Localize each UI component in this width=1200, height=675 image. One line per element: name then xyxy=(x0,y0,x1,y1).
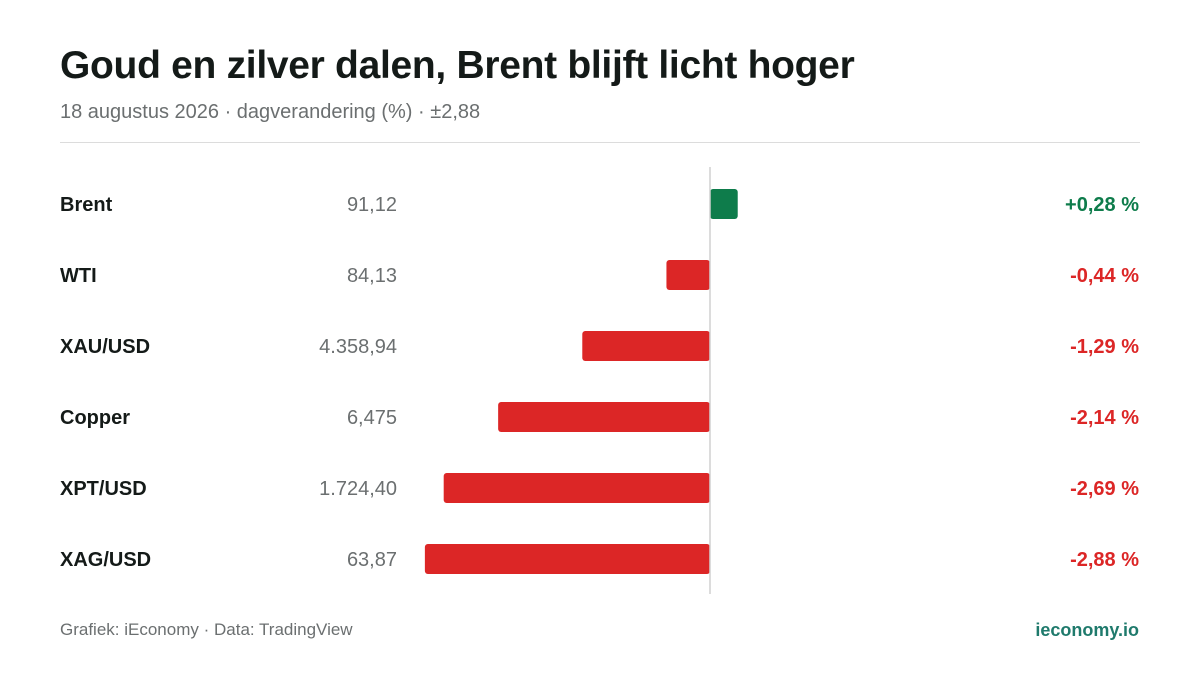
value-label: -0,44 % xyxy=(1070,265,1139,287)
category-label: XAU/USD xyxy=(60,336,150,358)
bar xyxy=(710,189,738,219)
price-label: 6,475 xyxy=(347,407,397,429)
chart-subtitle: 18 augustus 2026 · dagverandering (%) · … xyxy=(60,101,481,123)
site-link[interactable]: ieconomy.io xyxy=(1035,620,1139,640)
bar xyxy=(424,544,710,574)
price-label: 91,12 xyxy=(347,194,397,216)
value-label: -2,14 % xyxy=(1070,407,1139,429)
source-credit: Grafiek: iEconomy · Data: TradingView xyxy=(60,620,353,639)
bar xyxy=(582,331,710,361)
price-label: 63,87 xyxy=(347,549,397,571)
category-label: WTI xyxy=(60,265,97,287)
category-label: XAG/USD xyxy=(60,549,151,571)
header-divider xyxy=(60,142,1140,143)
category-label: Copper xyxy=(60,407,130,429)
bar xyxy=(666,260,710,290)
value-label: -1,29 % xyxy=(1070,336,1139,358)
category-label: Brent xyxy=(60,194,113,216)
price-label: 84,13 xyxy=(347,265,397,287)
value-label: +0,28 % xyxy=(1065,194,1139,216)
value-label: -2,88 % xyxy=(1070,549,1139,571)
value-label: -2,69 % xyxy=(1070,478,1139,500)
price-label: 1.724,40 xyxy=(319,478,397,500)
category-label: XPT/USD xyxy=(60,478,147,500)
bar xyxy=(443,473,710,503)
price-label: 4.358,94 xyxy=(319,336,397,358)
chart-title: Goud en zilver dalen, Brent blijft licht… xyxy=(60,44,855,87)
bar xyxy=(498,402,710,432)
